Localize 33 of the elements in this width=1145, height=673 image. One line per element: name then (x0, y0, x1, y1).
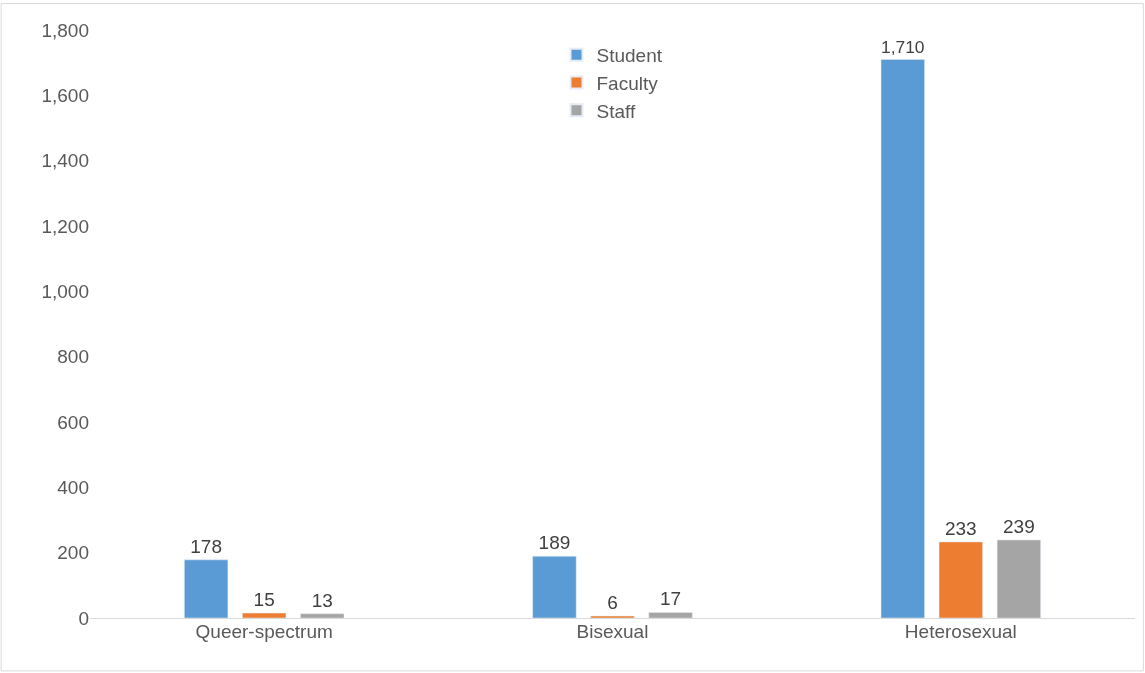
y-tick-label: 400 (57, 476, 89, 498)
bar (938, 541, 983, 618)
data-label: 1,710 (881, 36, 925, 57)
legend-label: Faculty (596, 72, 659, 94)
data-label: 15 (253, 589, 275, 611)
bar (184, 559, 229, 618)
data-label: 178 (190, 535, 222, 557)
y-tick-label: 1,800 (41, 19, 89, 41)
y-tick-label: 1,600 (41, 84, 89, 106)
y-tick-label: 0 (78, 607, 89, 629)
y-tick-label: 1,400 (41, 150, 89, 172)
y-tick-label: 1,200 (41, 215, 89, 237)
legend-label: Staff (596, 100, 636, 122)
bar (996, 539, 1041, 618)
y-tick-label: 800 (57, 346, 89, 368)
bar (880, 59, 925, 618)
y-tick-label: 1,000 (41, 280, 89, 302)
data-label: 13 (311, 589, 333, 611)
x-tick-label: Queer-spectrum (195, 621, 333, 642)
y-tick-label: 600 (57, 411, 89, 433)
x-tick-label: Heterosexual (904, 621, 1017, 642)
bar (300, 613, 345, 618)
y-tick-label: 200 (57, 542, 89, 564)
data-label: 233 (944, 517, 977, 539)
data-label: 189 (538, 532, 571, 554)
bar (648, 612, 693, 618)
data-label: 17 (659, 588, 682, 610)
bar (532, 556, 577, 618)
data-label: 6 (607, 592, 618, 614)
legend-label: Student (596, 45, 663, 67)
data-label: 239 (1003, 515, 1035, 537)
bar (242, 612, 287, 618)
x-tick-label: Bisexual (576, 621, 649, 642)
